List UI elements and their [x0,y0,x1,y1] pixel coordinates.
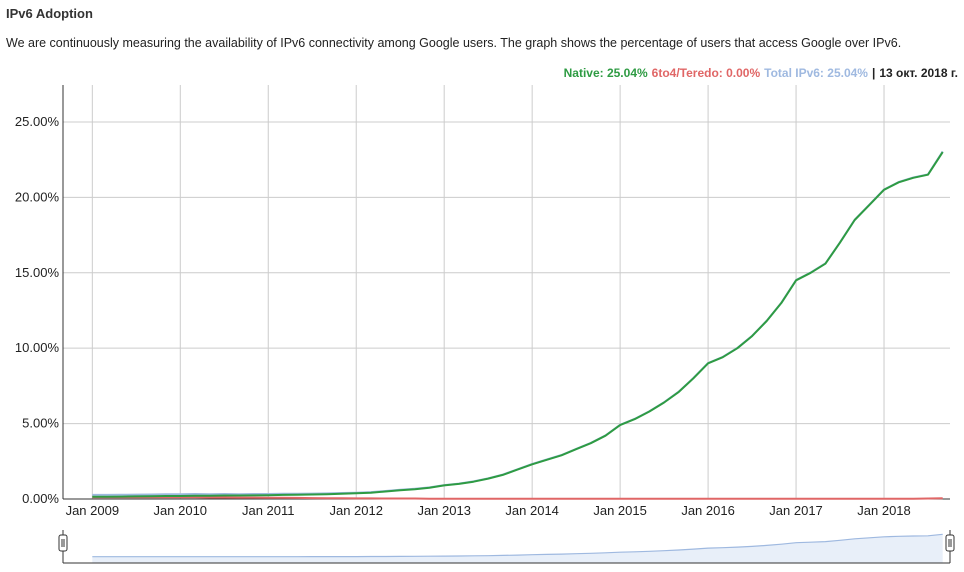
legend-entry: 6to4/Teredo: 0.00% [652,66,761,80]
plot-area: 0.00% 5.00% 10.00% 15.00% 20.00% 25.00% Jan 20… [15,85,950,518]
navigator-area [92,534,943,563]
x-tick-label: Jan 2013 [417,503,471,518]
navigator-handle[interactable] [58,534,68,552]
series-line [92,496,943,500]
legend: Native: 25.04% 6to4/Teredo: 0.00% Total IP… [564,66,958,80]
navigator [58,530,955,564]
y-tick-label: 15.00% [15,265,60,280]
x-tick-label: Jan 2014 [505,503,559,518]
x-tick-label: Jan 2016 [681,503,735,518]
x-tick-label: Jan 2017 [769,503,823,518]
legend-separator: | [872,66,875,80]
series-line [92,150,944,496]
series-line [92,151,944,498]
legend-entry: Total IPv6: 25.04% [764,66,868,80]
date-label: 13 окт. 2018 г. [879,66,958,80]
x-tick-label: Jan 2015 [593,503,647,518]
x-tick-label: Jan 2012 [329,503,383,518]
x-tick-label: Jan 2010 [154,503,208,518]
x-tick-label: Jan 2009 [66,503,120,518]
x-tick-label: Jan 2011 [242,503,295,518]
y-tick-label: 10.00% [15,340,60,355]
legend-entry: Native: 25.04% [564,66,648,80]
y-tick-label: 25.00% [15,114,60,129]
y-tick-label: 0.00% [22,491,59,506]
navigator-handle[interactable] [945,534,955,552]
chart-title: IPv6 Adoption [6,6,93,21]
navigator-line [92,533,943,558]
chart-subtitle: We are continuously measuring the availa… [6,36,901,50]
y-tick-label: 20.00% [15,189,60,204]
y-tick-label: 5.00% [22,416,59,431]
x-tick-label: Jan 2018 [857,503,911,518]
